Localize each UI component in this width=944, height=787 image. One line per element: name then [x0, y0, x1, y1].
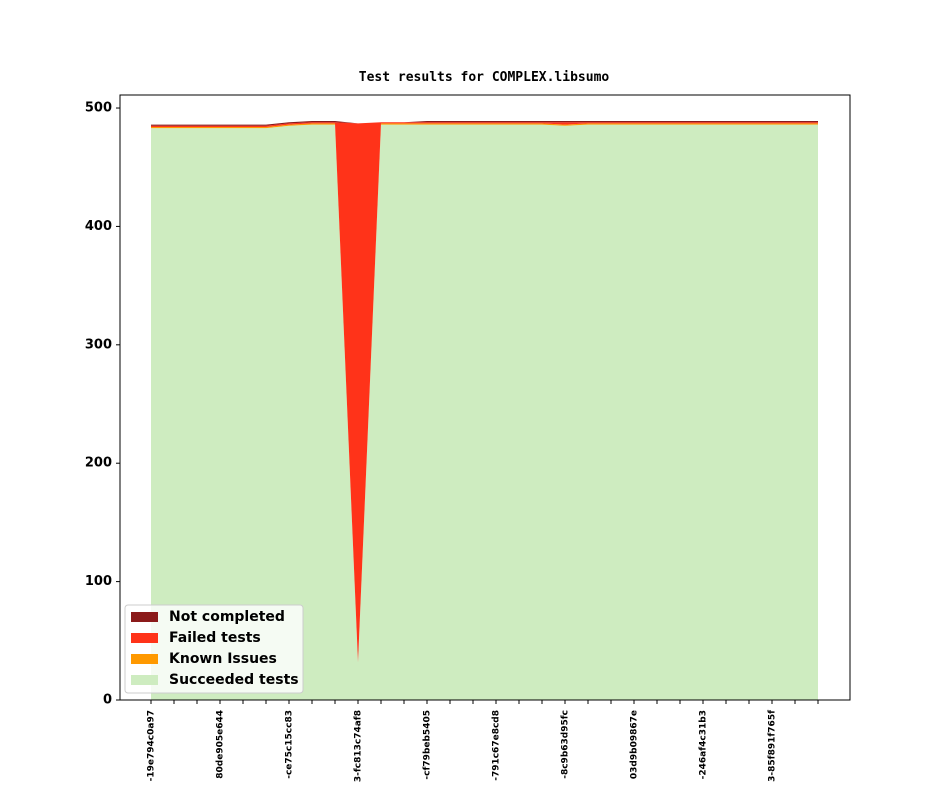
legend-swatch — [131, 612, 158, 622]
x-tick-label: -791c67e8cd8 — [492, 710, 502, 781]
legend-label: Failed tests — [169, 630, 261, 646]
x-tick-label: -ce75c15cc83 — [285, 710, 295, 779]
area — [151, 121, 818, 126]
y-tick-label: 200 — [85, 456, 112, 471]
legend-label: Succeeded tests — [169, 672, 299, 688]
x-tick-label: -246af4c31b3 — [699, 710, 709, 779]
x-tick-label: -cf79beb5405 — [423, 710, 433, 780]
x-tick-label: 3-85f891f765f — [768, 710, 778, 782]
axes-frame — [119, 94, 851, 701]
x-tick-label: 3-fc813c74af8 — [354, 710, 364, 782]
chart-title: Test results for COMPLEX.libsumo — [359, 70, 610, 85]
x-tick-label: 03d9b09867e — [630, 710, 640, 779]
legend-swatch — [131, 633, 158, 643]
x-tick-label: -8c9b63d95fc — [561, 710, 571, 779]
y-tick-label: 500 — [85, 101, 112, 116]
legend-swatch — [131, 675, 158, 685]
area — [151, 124, 818, 701]
y-tick-label: 400 — [85, 219, 112, 234]
y-tick-label: 300 — [85, 337, 112, 352]
x-tick-label: -19e794c0a97 — [147, 710, 157, 781]
y-tick-label: 100 — [85, 574, 112, 589]
plot-area — [151, 121, 818, 701]
y-tick-label: 0 — [103, 693, 112, 708]
legend-frame — [124, 604, 304, 694]
x-tick-label: 80de905e644 — [216, 710, 226, 779]
legend-label: Not completed — [169, 609, 285, 625]
legend: Not completed Failed tests Known Issues Suc… — [124, 604, 304, 694]
legend-label: Known Issues — [169, 651, 277, 667]
legend-swatch — [131, 654, 158, 664]
